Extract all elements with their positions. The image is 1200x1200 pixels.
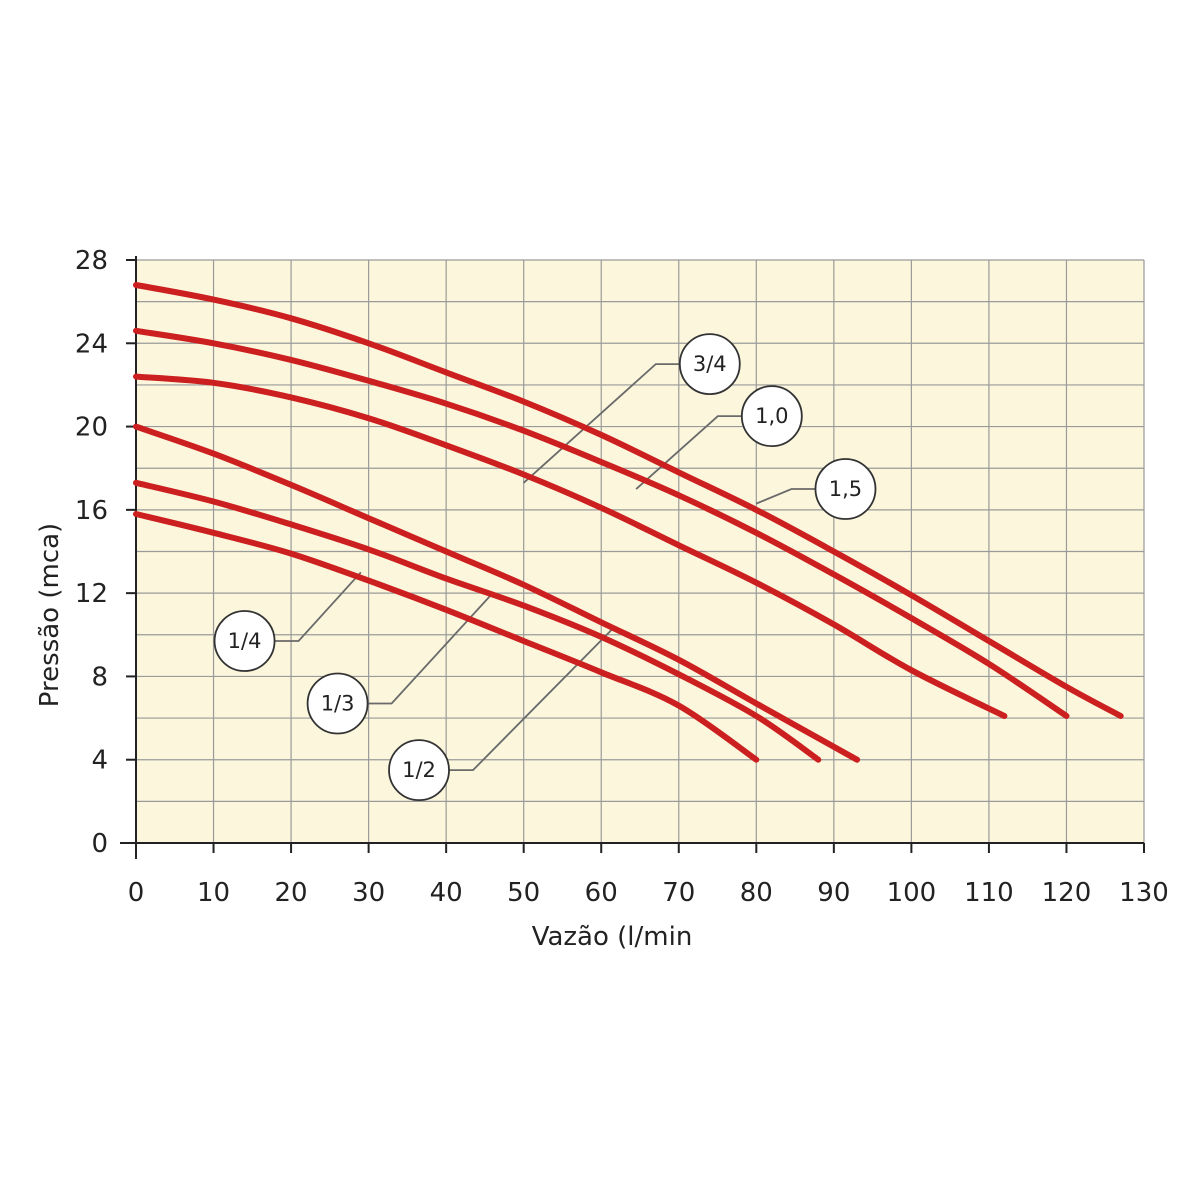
- x-tick-label: 20: [275, 878, 308, 908]
- y-tick-label: 12: [75, 579, 108, 609]
- callout-label: 1/4: [228, 629, 262, 653]
- series-line-1/4: [133, 511, 760, 763]
- y-tick-label: 0: [91, 829, 108, 859]
- callout-circle: [388, 739, 450, 802]
- x-tick-label: 100: [887, 878, 937, 908]
- y-tick-label: 24: [75, 329, 108, 359]
- callout-leader: [367, 592, 494, 705]
- y-tick-label: 16: [75, 496, 108, 526]
- y-tick-label: 8: [91, 662, 108, 692]
- series-line-3/4: [133, 373, 1008, 719]
- x-tick-label: 80: [740, 878, 773, 908]
- callout-leader: [523, 363, 680, 484]
- x-tick-label: 40: [430, 878, 463, 908]
- x-tick-label: 50: [507, 878, 540, 908]
- callout-circle: [740, 385, 803, 448]
- callout-leader: [274, 571, 362, 642]
- x-axis-title: Vazão (l/min: [532, 922, 693, 952]
- series-line-1,0: [133, 327, 1070, 719]
- callout-circle: [678, 333, 741, 396]
- callout-label: 1,5: [829, 477, 862, 501]
- x-tick-label: 60: [585, 878, 618, 908]
- callout-label: 1/3: [321, 691, 355, 715]
- y-tick-label: 4: [91, 746, 108, 776]
- y-tick-label: 20: [75, 413, 108, 443]
- callout-label: 3/4: [693, 352, 727, 376]
- series-callouts: 1/4 1/3 1/2 3/4 1,0 1,5: [213, 333, 877, 802]
- x-tick-label: 90: [817, 878, 850, 908]
- series-line-1/2: [133, 423, 861, 763]
- x-tick-label: 30: [352, 878, 385, 908]
- x-tick-label: 70: [662, 878, 695, 908]
- tick-labels: 0 10 20 30 40 50 60 70 80 90 100 110 120 130 0 4 8 12 16 20…: [75, 246, 1169, 908]
- y-tick-label: 28: [75, 246, 108, 276]
- callout-label: 1,0: [755, 404, 788, 428]
- callout-circle: [306, 672, 369, 735]
- callout-label: 1/2: [402, 758, 436, 782]
- x-tick-label: 120: [1042, 878, 1092, 908]
- callout-leader: [755, 488, 816, 505]
- callout-leader: [449, 627, 614, 772]
- callout-circle: [814, 458, 877, 520]
- axes: [120, 256, 1145, 859]
- y-axis-title: Pressão (mca): [35, 523, 65, 707]
- x-tick-label: 110: [964, 878, 1014, 908]
- x-tick-label: 10: [197, 878, 230, 908]
- x-tick-label: 0: [128, 878, 145, 908]
- series-curves: [133, 282, 1124, 763]
- callout-circle: [213, 610, 276, 672]
- series-line-1,5: [133, 282, 1124, 719]
- series-line-1/3: [133, 479, 822, 763]
- x-tick-label: 130: [1119, 878, 1169, 908]
